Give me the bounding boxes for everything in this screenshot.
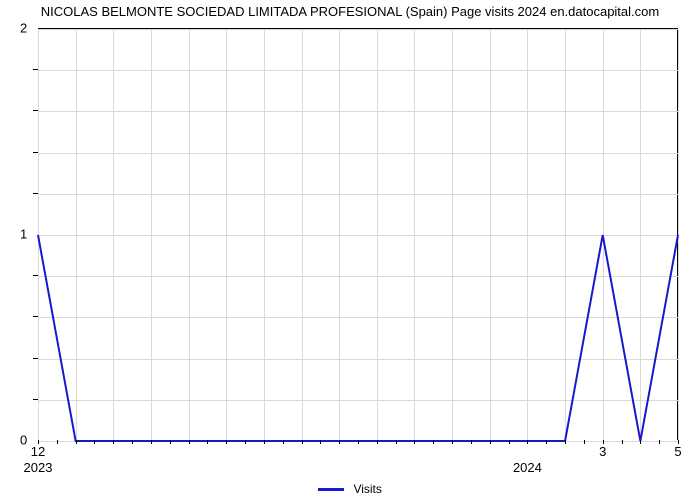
chart-area: 012 123520232024	[38, 28, 678, 440]
ytick-label: 2	[20, 21, 27, 36]
xtick-minor	[151, 440, 152, 444]
xtick-minor	[452, 440, 453, 444]
xtick-minor	[76, 440, 77, 444]
xtick-minor	[584, 440, 585, 444]
ytick-minor	[33, 399, 38, 400]
ytick-minor	[33, 358, 38, 359]
ytick-minor	[33, 316, 38, 317]
xtick-minor	[57, 440, 58, 444]
xtick-minor	[38, 440, 39, 444]
xtick-minor	[113, 440, 114, 444]
xtick-minor	[170, 440, 171, 444]
xtick-minor	[546, 440, 547, 444]
xtick-year-label: 2024	[513, 460, 542, 475]
xtick-minor	[283, 440, 284, 444]
xtick-minor	[509, 440, 510, 444]
xtick-minor	[320, 440, 321, 444]
xtick-minor	[377, 440, 378, 444]
xtick-label: 5	[674, 444, 681, 459]
xtick-minor	[302, 440, 303, 444]
xtick-minor	[565, 440, 566, 444]
xtick-minor	[339, 440, 340, 444]
chart-container: NICOLAS BELMONTE SOCIEDAD LIMITADA PROFE…	[0, 0, 700, 500]
ytick-label: 1	[20, 227, 27, 242]
xtick-minor	[207, 440, 208, 444]
legend-label-visits: Visits	[353, 482, 381, 496]
xtick-minor	[226, 440, 227, 444]
xtick-minor	[603, 440, 604, 444]
xtick-label: 12	[31, 444, 45, 459]
xtick-minor	[132, 440, 133, 444]
xtick-minor	[414, 440, 415, 444]
xtick-minor	[640, 440, 641, 444]
ytick-label: 0	[20, 433, 27, 448]
xtick-minor	[358, 440, 359, 444]
xtick-minor	[94, 440, 95, 444]
xtick-minor	[396, 440, 397, 444]
ytick-minor	[33, 275, 38, 276]
plot-region	[38, 28, 678, 440]
xtick-minor	[490, 440, 491, 444]
ytick-minor	[33, 152, 38, 153]
xtick-minor	[678, 440, 679, 444]
xtick-year-label: 2023	[24, 460, 53, 475]
legend: Visits	[0, 481, 700, 496]
ytick-minor	[33, 69, 38, 70]
xtick-minor	[527, 440, 528, 444]
chart-title: NICOLAS BELMONTE SOCIEDAD LIMITADA PROFE…	[0, 4, 700, 19]
line-layer	[38, 29, 678, 441]
xtick-minor	[471, 440, 472, 444]
ytick-minor	[33, 110, 38, 111]
legend-swatch-visits	[318, 488, 344, 491]
xtick-minor	[622, 440, 623, 444]
xtick-minor	[245, 440, 246, 444]
grid-vline	[678, 29, 679, 441]
ytick-minor	[33, 193, 38, 194]
xtick-minor	[264, 440, 265, 444]
xtick-minor	[659, 440, 660, 444]
xtick-minor	[433, 440, 434, 444]
xtick-minor	[189, 440, 190, 444]
series-visits	[38, 235, 678, 441]
xtick-label: 3	[599, 444, 606, 459]
